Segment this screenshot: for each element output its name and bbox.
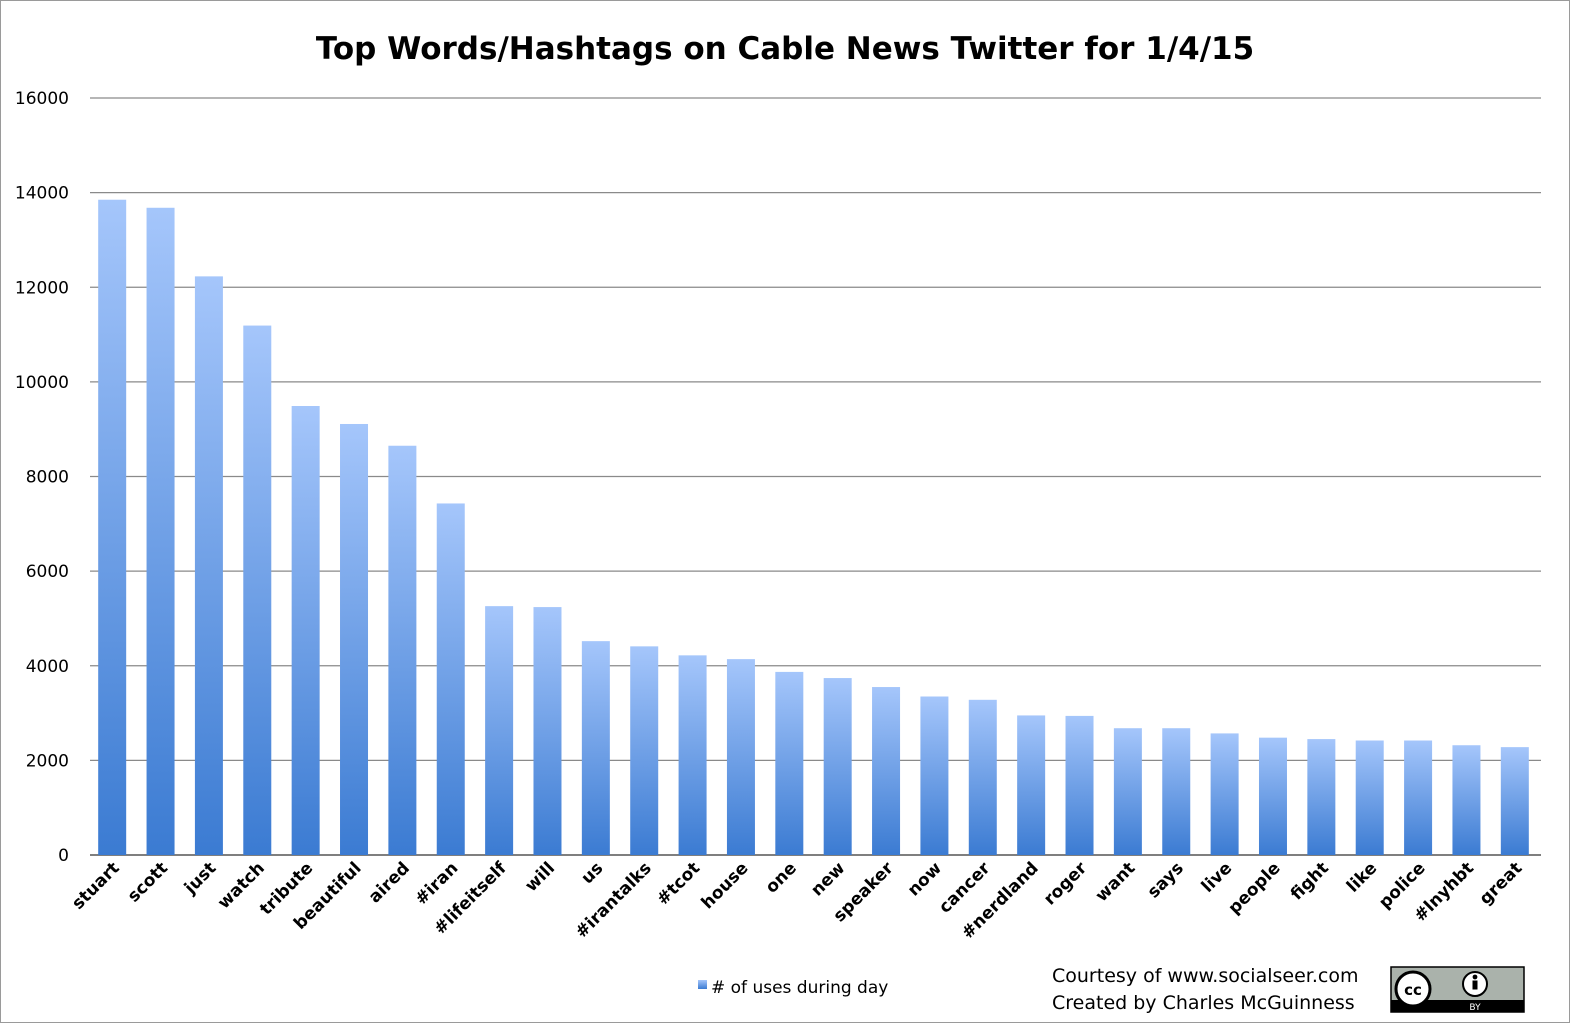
bar-hash-lnyhbt: [1452, 745, 1481, 855]
x-tick-label: want: [1092, 858, 1140, 906]
x-tick-label: stuart: [68, 858, 123, 913]
y-tick-label: 10000: [15, 373, 69, 393]
svg-text:cc: cc: [1404, 981, 1422, 999]
y-tick-label: 12000: [15, 278, 69, 298]
bar-one: [775, 671, 804, 855]
bar-fight: [1307, 739, 1336, 855]
bar-new: [823, 678, 852, 855]
credit-author: Created by Charles McGuinness: [1052, 992, 1355, 1014]
x-tick-label: great: [1476, 858, 1527, 909]
bar-says: [1162, 728, 1191, 855]
bar-just: [194, 276, 223, 855]
bar-aired: [388, 445, 417, 855]
cc-icon: [1394, 970, 1432, 1008]
x-tick-label: new: [807, 858, 849, 900]
x-tick-label: will: [521, 858, 559, 896]
y-axis-ticks: 0 2000 4000 6000 8000 10000 12000 14000 16000: [15, 89, 69, 866]
attribution-person-icon: [1462, 971, 1488, 997]
bar-live: [1210, 733, 1239, 855]
bar-now: [920, 696, 949, 855]
bar-police: [1404, 740, 1433, 855]
bar-great: [1500, 747, 1529, 855]
bar-want: [1113, 728, 1142, 855]
bar-like: [1355, 740, 1384, 855]
x-tick-label: roger: [1040, 858, 1091, 909]
legend-swatch: [698, 980, 707, 989]
x-tick-label: now: [904, 858, 946, 900]
x-tick-label: us: [578, 858, 608, 888]
cc-by-text: BY: [1469, 1003, 1481, 1013]
y-tick-label: 14000: [15, 184, 69, 204]
legend: # of uses during day: [698, 978, 888, 998]
bar-scott: [146, 207, 175, 855]
bar-stuart: [98, 199, 127, 856]
y-tick-label: 16000: [15, 89, 69, 109]
bar-house: [726, 659, 755, 855]
bar-hash-lifeitself: [485, 606, 514, 855]
x-tick-label: says: [1144, 858, 1188, 902]
y-tick-label: 2000: [26, 751, 69, 771]
credit-courtesy: Courtesy of www.socialseer.com: [1052, 965, 1358, 987]
gridlines: [90, 97, 1541, 856]
bar-watch: [243, 325, 272, 855]
x-tick-label: live: [1198, 858, 1236, 896]
bar-us: [581, 641, 610, 855]
x-tick-label: #tcot: [653, 858, 704, 909]
x-tick-label: people: [1224, 858, 1284, 918]
y-tick-label: 4000: [26, 657, 69, 677]
bars: [98, 199, 1529, 856]
x-tick-label: scott: [124, 858, 172, 906]
bar-tribute: [291, 406, 320, 855]
bar-hash-irantalks: [630, 646, 659, 855]
bar-beautiful: [340, 423, 369, 855]
x-tick-label: like: [1343, 858, 1381, 896]
x-tick-label: just: [180, 858, 220, 898]
legend-label: # of uses during day: [711, 978, 888, 998]
bar-hash-tcot: [678, 655, 707, 855]
bar-speaker: [872, 687, 901, 855]
bar-cancer: [968, 699, 997, 855]
bar-people: [1258, 737, 1287, 855]
y-tick-label: 0: [58, 846, 69, 866]
x-tick-label: one: [762, 858, 801, 897]
chart-title: Top Words/Hashtags on Cable News Twitter…: [316, 31, 1254, 67]
x-tick-label: house: [698, 858, 753, 913]
bar-roger: [1065, 715, 1094, 855]
y-tick-label: 6000: [26, 562, 69, 582]
bar-will: [533, 607, 562, 855]
bar-hash-nerdland: [1017, 715, 1046, 855]
cc-by-license-badge: cc BY: [1390, 966, 1525, 1013]
x-tick-label: aired: [365, 858, 414, 907]
x-tick-label: fight: [1287, 858, 1333, 904]
bar-hash-iran: [436, 503, 465, 855]
y-tick-label: 8000: [26, 468, 69, 488]
